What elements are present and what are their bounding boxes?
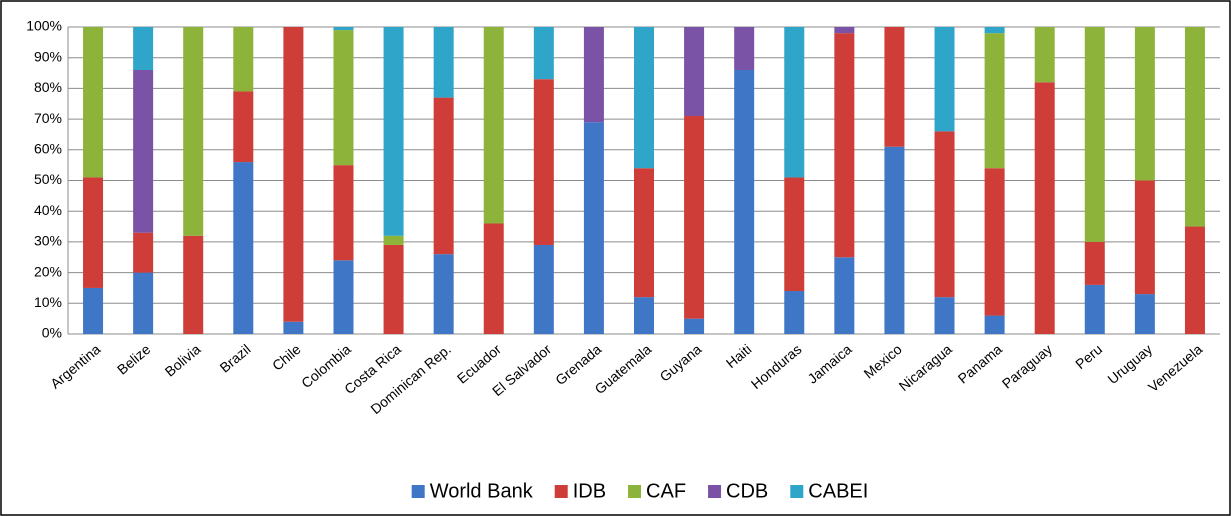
legend-swatch <box>411 485 425 498</box>
y-tick-label: 70% <box>34 110 62 126</box>
bar-segment <box>183 235 204 334</box>
bar-segment <box>1134 27 1155 181</box>
bar-segment <box>784 27 805 178</box>
legend-label: IDB <box>573 480 606 502</box>
bar-segment <box>133 27 154 70</box>
bar-segment <box>784 291 805 334</box>
bar-segment <box>1134 294 1155 334</box>
bar-segment <box>83 177 104 288</box>
bar-segment <box>233 91 254 163</box>
bar-segment <box>684 27 705 117</box>
bar-segment <box>133 272 154 334</box>
y-tick-label: 30% <box>34 233 62 249</box>
bar-segment <box>834 257 855 334</box>
bar-segment <box>934 131 955 298</box>
legend-swatch <box>628 485 642 498</box>
y-tick-label: 60% <box>34 141 62 157</box>
bar-segment <box>333 260 354 334</box>
y-tick-label: 10% <box>34 294 62 310</box>
legend-label: CAF <box>646 480 686 502</box>
bar-segment <box>834 33 855 258</box>
y-tick-label: 80% <box>34 79 62 95</box>
bar-segment <box>133 232 154 273</box>
bar-segment <box>1034 27 1055 83</box>
bar-segment <box>634 168 654 298</box>
bar-segment <box>1084 241 1105 285</box>
bar-segment <box>483 223 504 334</box>
y-tick-label: 20% <box>34 263 62 279</box>
bar-segment <box>984 27 1005 34</box>
bar-segment <box>934 297 955 334</box>
bar-segment <box>984 315 1005 334</box>
bar-segment <box>283 321 304 334</box>
y-tick-label: 50% <box>34 171 62 187</box>
bar-segment <box>133 69 154 233</box>
bar-segment <box>183 27 204 236</box>
bar-segment <box>1084 284 1105 334</box>
bar-segment <box>433 254 454 334</box>
legend-swatch <box>790 485 804 498</box>
bar-segment <box>1034 82 1055 334</box>
bar-segment <box>283 27 304 322</box>
bar-segment <box>383 235 404 245</box>
bar-segment <box>684 318 705 334</box>
bar-segment <box>533 244 554 334</box>
bar-segment <box>383 244 404 334</box>
bar-segment <box>533 79 554 245</box>
legend-swatch <box>708 485 722 498</box>
bar-segment <box>834 27 855 34</box>
bar-segment <box>1134 180 1155 295</box>
legend-label: World Bank <box>430 480 534 502</box>
bar-segment <box>583 122 604 334</box>
bar-segment <box>634 27 654 169</box>
bar-segment <box>1184 27 1205 227</box>
bar-segment <box>884 146 905 334</box>
bar-segment <box>684 116 705 319</box>
bar-segment <box>583 27 604 123</box>
bar-segment <box>533 27 554 80</box>
bar-segment <box>233 27 254 92</box>
bar-segment <box>734 27 755 70</box>
bar-segment <box>934 27 955 132</box>
bar-segment <box>333 30 354 166</box>
bar-segment <box>483 27 504 224</box>
bar-segment <box>433 27 454 98</box>
bar-segment <box>433 97 454 255</box>
bar-segment <box>734 69 755 334</box>
bar-segment <box>1084 27 1105 242</box>
bar-segment <box>333 27 354 31</box>
y-tick-label: 40% <box>34 202 62 218</box>
bar-segment <box>83 287 104 334</box>
bar-segment <box>984 168 1005 316</box>
bar-segment <box>884 27 905 147</box>
legend-label: CABEI <box>808 480 868 502</box>
bar-segment <box>984 33 1005 169</box>
y-tick-label: 90% <box>34 48 62 64</box>
y-tick-label: 100% <box>26 18 62 34</box>
y-tick-label: 0% <box>42 325 62 341</box>
bar-segment <box>784 177 805 292</box>
bar-segment <box>233 162 254 334</box>
bar-segment <box>383 27 404 236</box>
bar-segment <box>83 27 104 178</box>
legend-swatch <box>554 485 568 498</box>
bar-segment <box>1184 226 1205 334</box>
bar-segment <box>634 297 654 334</box>
legend-label: CDB <box>726 480 768 502</box>
bar-segment <box>333 165 354 261</box>
